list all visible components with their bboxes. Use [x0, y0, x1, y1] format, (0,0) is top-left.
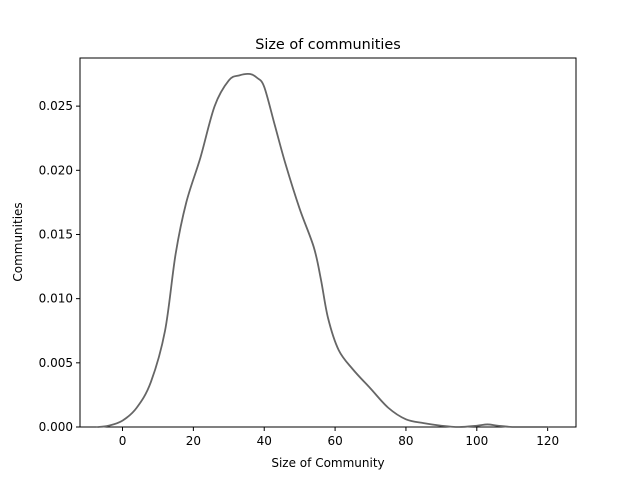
y-axis-label: Communities	[11, 202, 25, 281]
y-tick-label: 0.025	[39, 99, 73, 113]
x-tick-label: 20	[186, 434, 201, 448]
chart-title: Size of communities	[255, 37, 401, 53]
y-tick-label: 0.005	[39, 356, 73, 370]
x-tick-label: 0	[119, 434, 127, 448]
x-axis-label: Size of Community	[271, 456, 384, 470]
density-curve	[96, 73, 549, 428]
x-axis: 0 20 40 60 80 100 120	[119, 427, 559, 448]
y-tick-label: 0.020	[39, 163, 73, 177]
y-tick-label: 0.000	[39, 420, 73, 434]
x-tick-label: 80	[398, 434, 413, 448]
y-tick-label: 0.010	[39, 292, 73, 306]
x-tick-label: 60	[327, 434, 342, 448]
x-tick-label: 100	[465, 434, 488, 448]
x-tick-label: 120	[536, 434, 559, 448]
y-tick-label: 0.015	[39, 227, 73, 241]
x-tick-label: 40	[257, 434, 272, 448]
y-axis: 0.000 0.005 0.010 0.015 0.020 0.025	[39, 99, 80, 434]
plot-frame	[79, 57, 577, 428]
